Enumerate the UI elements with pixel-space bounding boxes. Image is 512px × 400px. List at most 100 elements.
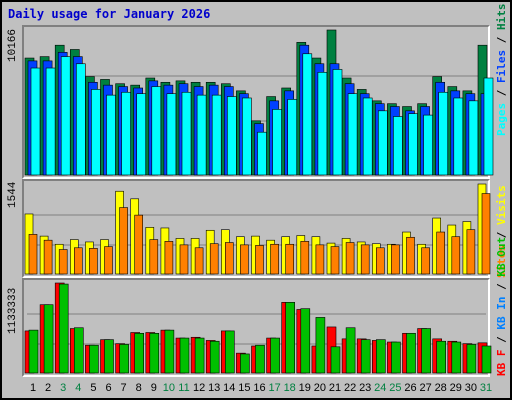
bar-sites-day-4 (74, 247, 83, 275)
bar-pages-day-30 (468, 100, 479, 176)
bar-pages-day-13 (211, 94, 222, 176)
day-label: 21 (328, 382, 342, 394)
bar-pages-day-24 (377, 110, 388, 176)
day-label: 24 (374, 382, 387, 394)
bar-kb-out-day-18 (285, 302, 296, 374)
bar-sites-day-26 (406, 236, 415, 275)
day-label: 7 (120, 382, 127, 394)
day-label: 6 (105, 382, 112, 394)
chart-title: Daily usage for January 2026 (8, 7, 211, 21)
bar-sites-day-14 (225, 242, 234, 275)
bar-kb-out-day-26 (406, 332, 416, 374)
bar-pages-day-10 (166, 93, 177, 176)
day-label: 17 (268, 382, 281, 394)
bar-sites-day-22 (345, 242, 355, 275)
bar-pages-day-20 (317, 72, 328, 176)
bar-pages-day-26 (408, 113, 418, 176)
day-label: 26 (404, 382, 417, 394)
bar-sites-day-17 (270, 243, 279, 275)
bar-pages-day-17 (272, 109, 282, 176)
day-label: 30 (464, 382, 478, 394)
bar-sites-day-8 (134, 214, 143, 275)
day-label: 13 (208, 382, 221, 394)
bar-pages-day-25 (393, 116, 403, 176)
bar-pages-day-16 (257, 131, 267, 176)
bar-kb-out-day-13 (209, 340, 220, 374)
bar-pages-day-27 (423, 114, 433, 176)
day-label: 14 (223, 382, 236, 394)
bar-sites-day-30 (466, 229, 476, 275)
bar-pages-day-15 (242, 97, 252, 176)
day-label: 29 (449, 382, 462, 394)
bar-pages-day-18 (287, 99, 298, 176)
bar-kb-out-day-16 (255, 344, 265, 374)
bar-pages-day-22 (347, 93, 358, 176)
bar-pages-day-21 (332, 69, 343, 176)
bar-kb-out-day-11 (179, 337, 190, 374)
bar-kb-out-day-19 (300, 308, 311, 374)
bar-sites-day-1 (28, 234, 38, 275)
bar-pages-day-28 (438, 91, 449, 176)
bar-sites-day-6 (104, 246, 113, 275)
bar-kb-out-day-3 (58, 283, 69, 374)
bar-sites-day-3 (58, 249, 68, 275)
bar-pages-day-9 (151, 86, 162, 176)
bar-pages-day-7 (121, 91, 131, 176)
day-label: 3 (60, 382, 67, 394)
bar-pages-day-5 (91, 89, 101, 176)
bar-sites-day-29 (451, 236, 461, 275)
bar-sites-day-12 (194, 247, 204, 275)
day-label: 28 (434, 382, 447, 394)
day-label: 12 (192, 382, 206, 394)
bar-pages-day-8 (136, 93, 146, 176)
bar-pages-day-14 (227, 96, 237, 176)
bar-sites-day-20 (315, 244, 325, 275)
bar-kb-out-day-23 (360, 339, 371, 374)
bar-sites-day-16 (255, 245, 264, 275)
bar-kb-out-day-29 (451, 341, 462, 374)
bar-kb-out-day-28 (436, 340, 447, 374)
bar-kb-out-day-27 (421, 328, 431, 374)
bar-pages-day-31 (483, 77, 494, 176)
bar-sites-day-27 (421, 247, 430, 275)
bar-kb-out-day-25 (391, 341, 401, 374)
bar-sites-day-21 (330, 246, 340, 275)
bar-kb-out-day-9 (149, 332, 160, 374)
bar-kb-out-day-21 (330, 346, 341, 374)
bar-sites-day-15 (240, 244, 249, 275)
bar-kb-out-day-12 (194, 337, 205, 374)
bar-pages-day-19 (302, 53, 313, 176)
bar-sites-day-19 (300, 241, 310, 275)
day-label: 16 (253, 382, 266, 394)
day-label: 18 (283, 382, 296, 394)
day-label: 8 (135, 382, 142, 394)
bar-pages-day-11 (181, 91, 192, 176)
day-label: 1 (29, 382, 37, 394)
bar-sites-day-23 (360, 244, 370, 275)
day-label: 22 (343, 382, 357, 394)
bar-pages-day-29 (453, 97, 464, 176)
bar-kb-out-day-6 (104, 339, 114, 374)
bar-kb-out-day-22 (345, 327, 356, 374)
bar-kb-out-day-30 (466, 344, 477, 374)
bar-sites-day-2 (43, 239, 53, 275)
bar-pages-day-23 (362, 97, 373, 176)
bar-pages-day-3 (60, 56, 71, 176)
bar-pages-day-12 (196, 94, 207, 176)
bar-kb-out-day-5 (89, 344, 99, 374)
bar-kb-out-day-20 (315, 317, 326, 374)
day-label: 2 (45, 382, 52, 394)
day-label: 15 (238, 382, 251, 394)
bar-sites-day-25 (391, 244, 400, 275)
bar-sites-day-9 (149, 239, 159, 275)
day-label: 4 (75, 382, 82, 394)
day-label: 20 (313, 382, 327, 394)
bar-sites-day-13 (209, 243, 219, 275)
bar-kb-out-day-8 (134, 332, 144, 374)
bar-pages-day-1 (30, 67, 41, 176)
bar-kb-out-day-31 (481, 345, 492, 374)
day-label: 5 (90, 382, 97, 394)
bar-kb-out-day-15 (240, 353, 250, 374)
day-label: 10 (162, 382, 176, 394)
